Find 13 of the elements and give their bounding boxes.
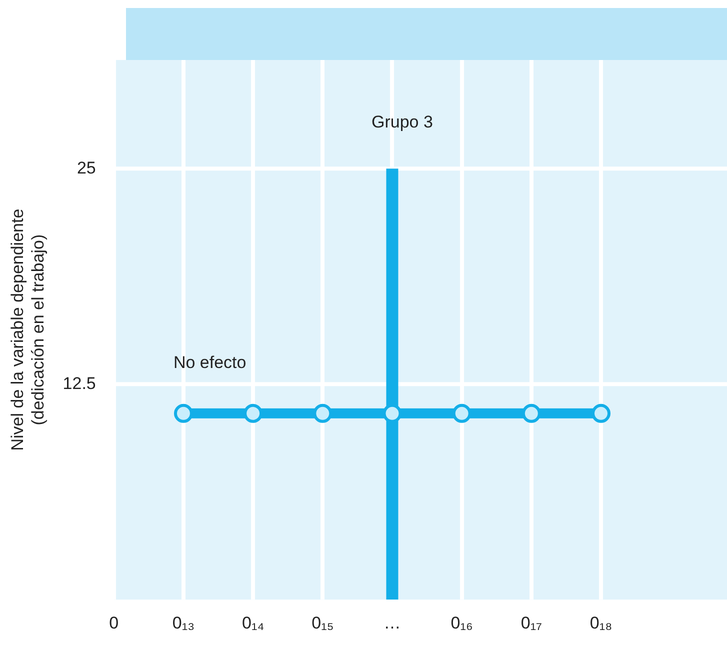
x-tick-label: 0₁₇ [520, 613, 542, 632]
y-tick-label: 12.5 [62, 374, 96, 393]
x-tick-label: 0₁₈ [590, 613, 612, 632]
x-tick-label: 0₁₅ [312, 613, 334, 632]
y-axis-title: Nivel de la variable dependiente (dedicación en el trabajo) [8, 208, 48, 451]
y-tick-label: 25 [76, 158, 96, 178]
annotation: No efecto [173, 353, 246, 372]
annotation: Grupo 3 [372, 112, 433, 132]
x-tick-label: … [384, 613, 401, 632]
x-tick-label: 0₁₄ [242, 613, 264, 632]
x-tick-label: 0₁₆ [450, 613, 473, 632]
x-tick-label: 0₁₃ [172, 613, 195, 632]
x-tick-label: 0 [109, 613, 119, 632]
